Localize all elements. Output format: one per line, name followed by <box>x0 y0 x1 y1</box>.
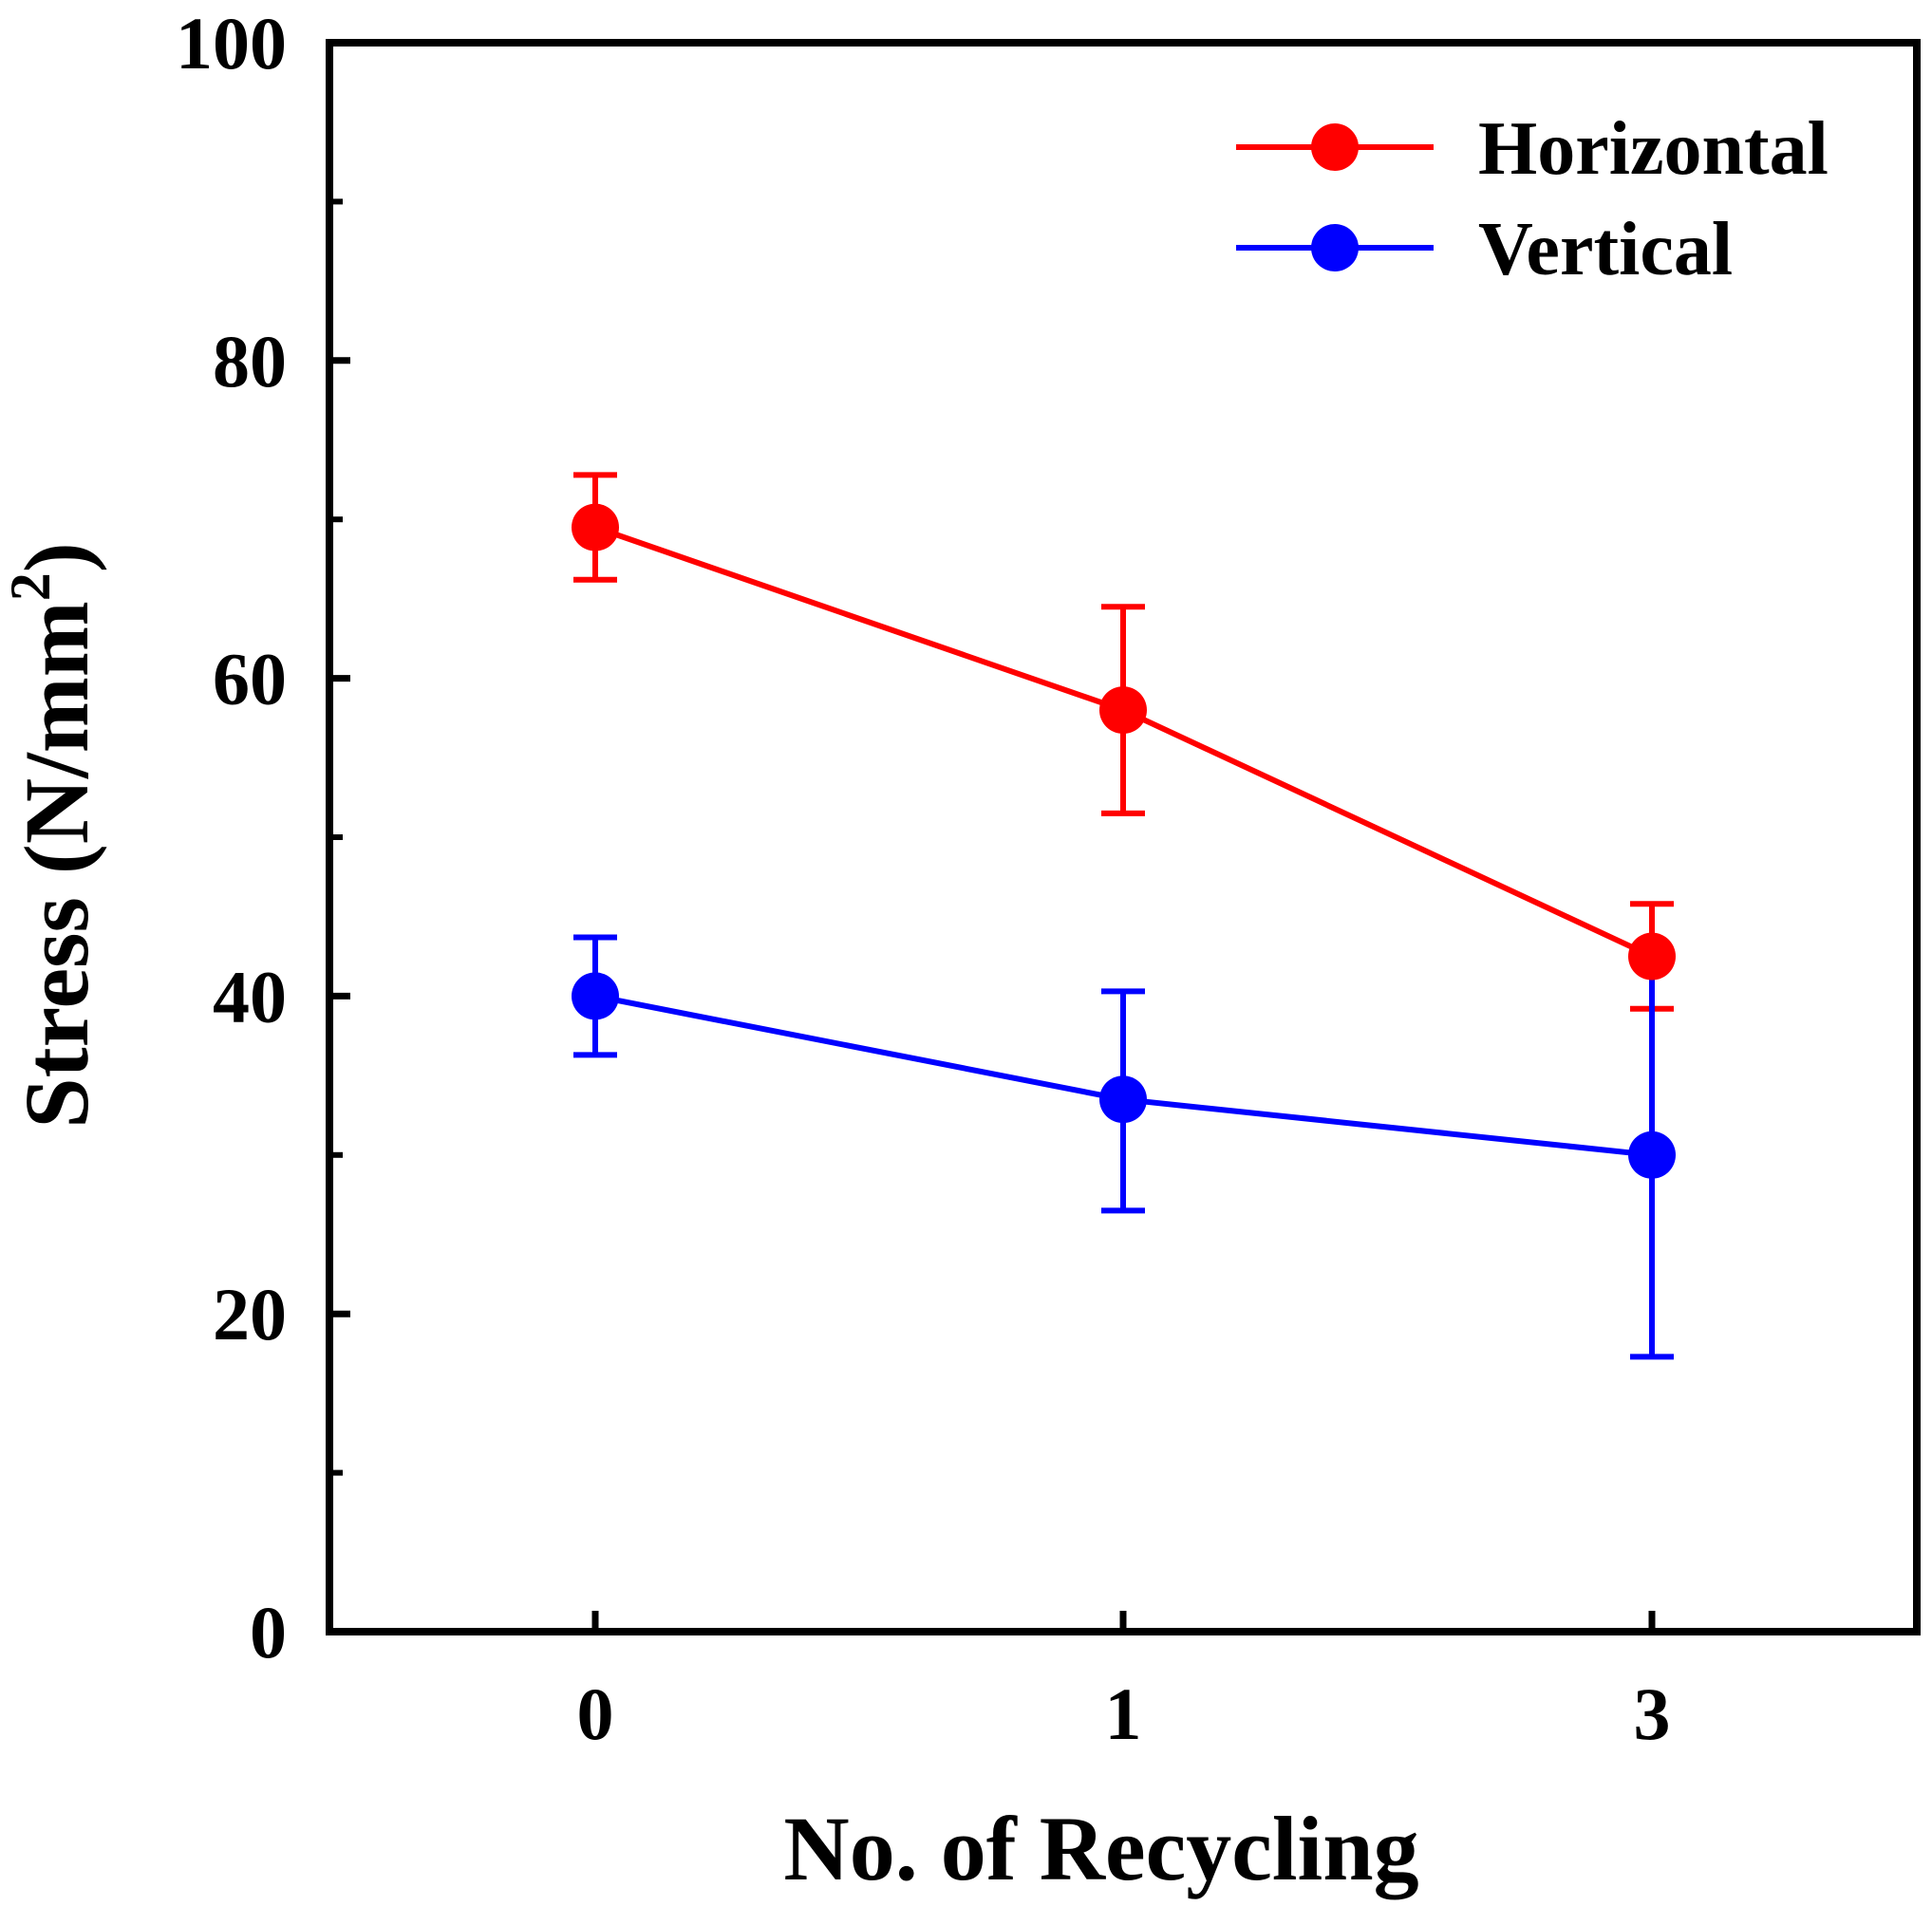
series-layer <box>572 472 1676 1360</box>
legend-label: Vertical <box>1478 208 1733 291</box>
y-tick-label: 100 <box>176 2 287 84</box>
x-tick-label: 0 <box>577 1672 614 1755</box>
y-tick-label: 60 <box>213 638 287 720</box>
legend-marker <box>1311 224 1359 271</box>
x-tick-label: 1 <box>1105 1672 1142 1755</box>
y-tick-label: 40 <box>213 955 287 1037</box>
data-point <box>572 503 619 551</box>
legend-marker <box>1311 123 1359 171</box>
legend: Horizontal Vertical <box>1236 107 1829 291</box>
y-tick-label: 80 <box>213 320 287 402</box>
y-tick-label: 0 <box>250 1591 287 1673</box>
y-axis-title: Stress (N/mm2) <box>0 542 107 1128</box>
data-point <box>1099 1075 1147 1124</box>
data-point <box>1099 686 1147 735</box>
data-point <box>1628 1131 1676 1179</box>
y-axis-title-main: Stress (N/mm <box>6 601 107 1128</box>
data-point <box>572 972 619 1020</box>
y-axis-ticks: 0 20 40 60 80 100 <box>176 2 350 1673</box>
data-point <box>1628 932 1676 981</box>
y-tick-label: 20 <box>213 1273 287 1355</box>
x-axis-title: No. of Recycling <box>783 1798 1418 1899</box>
y-axis-title-superscript: 2 <box>0 572 62 601</box>
legend-label: Horizontal <box>1478 107 1829 191</box>
x-axis-ticks: 0 1 3 <box>577 1611 1671 1755</box>
y-axis-title-close: ) <box>6 542 107 572</box>
x-tick-label: 3 <box>1634 1672 1671 1755</box>
